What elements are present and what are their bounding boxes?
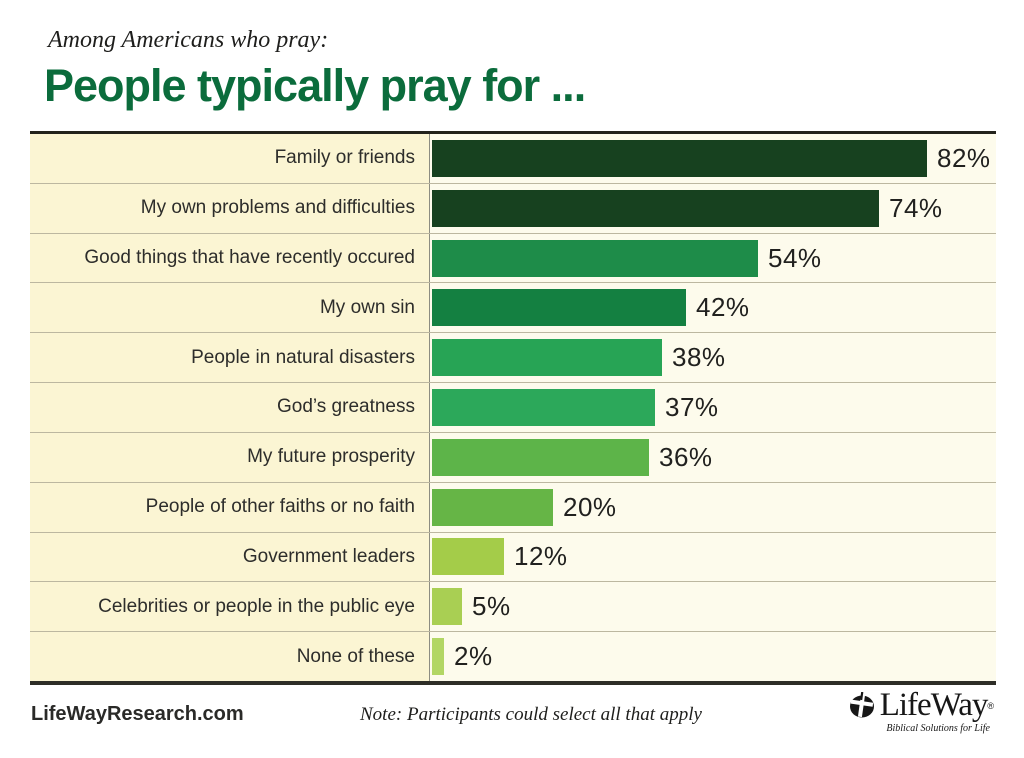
bar — [432, 588, 462, 626]
chart-title: People typically pray for ... — [44, 60, 586, 111]
value-label: 38% — [672, 342, 726, 373]
chart-row: People in natural disasters 38% — [30, 333, 996, 384]
category-label: God’s greatness — [30, 383, 430, 432]
bar — [432, 538, 504, 576]
category-label: Celebrities or people in the public eye — [30, 582, 430, 632]
value-label: 37% — [665, 391, 719, 422]
chart-row: God’s greatness 37% — [30, 383, 996, 433]
value-label: 5% — [472, 591, 511, 622]
category-label: Government leaders — [30, 532, 430, 582]
category-label: My own sin — [30, 283, 430, 333]
category-label: Family or friends — [30, 134, 430, 183]
registered-trademark-symbol: ® — [987, 700, 994, 711]
value-label: 54% — [768, 242, 822, 273]
bar-chart: Family or friends 82% My own problems and … — [30, 131, 996, 685]
bar-cell: 38% — [430, 333, 996, 383]
value-label: 2% — [454, 641, 493, 672]
lifeway-tagline: Biblical Solutions for Life — [886, 723, 990, 734]
bar-cell: 82% — [430, 134, 996, 183]
category-label: People of other faiths or no faith — [30, 482, 430, 532]
chart-subtitle: Among Americans who pray: — [48, 27, 329, 53]
chart-row: Celebrities or people in the public eye 5… — [30, 582, 996, 633]
bar-cell: 2% — [430, 632, 996, 681]
bar — [432, 189, 879, 227]
bar-cell: 12% — [430, 532, 996, 582]
lifeway-logo-row: LifeWay ® — [829, 689, 994, 722]
bar-cell: 37% — [430, 383, 996, 432]
value-label: 20% — [563, 491, 617, 522]
footnote: Note: Participants could select all that… — [360, 704, 702, 725]
bar — [432, 139, 927, 177]
category-label: Good things that have recently occured — [30, 233, 430, 283]
chart-row: Family or friends 82% — [30, 134, 996, 184]
bar — [432, 339, 662, 377]
bar — [432, 388, 655, 426]
chart-row: Good things that have recently occured 54… — [30, 233, 996, 284]
category-label: None of these — [30, 632, 430, 681]
category-label: My future prosperity — [30, 432, 430, 482]
bar — [432, 438, 649, 476]
bar — [432, 488, 553, 526]
bar-cell: 5% — [430, 582, 996, 632]
bar-cell: 74% — [430, 183, 996, 233]
bar — [432, 289, 686, 327]
bar-cell: 36% — [430, 432, 996, 482]
lifeway-logo-text: LifeWay — [879, 687, 989, 723]
lifeway-globe-cross-icon — [849, 692, 874, 718]
chart-row: My future prosperity 36% — [30, 432, 996, 483]
chart-row: None of these 2% — [30, 632, 996, 681]
bar — [432, 638, 444, 676]
value-label: 12% — [514, 541, 568, 572]
website-link[interactable]: LifeWayResearch.com — [31, 703, 244, 725]
lifeway-logo: LifeWay ® Biblical Solutions for Life — [829, 689, 994, 734]
chart-row: Government leaders 12% — [30, 532, 996, 583]
value-label: 42% — [696, 292, 750, 323]
chart-row: My own problems and difficulties 74% — [30, 183, 996, 234]
chart-row: People of other faiths or no faith 20% — [30, 482, 996, 533]
bar — [432, 239, 758, 277]
category-label: People in natural disasters — [30, 333, 430, 383]
bar-cell: 54% — [430, 233, 996, 283]
bar-cell: 42% — [430, 283, 996, 333]
value-label: 82% — [937, 142, 991, 173]
category-label: My own problems and difficulties — [30, 183, 430, 233]
value-label: 36% — [659, 441, 713, 472]
bar-cell: 20% — [430, 482, 996, 532]
chart-row: My own sin 42% — [30, 283, 996, 334]
value-label: 74% — [889, 192, 943, 223]
